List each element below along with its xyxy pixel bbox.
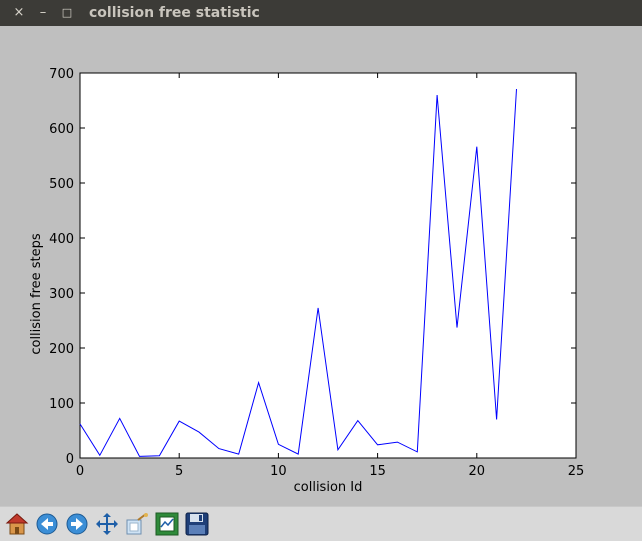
configure-subplots-icon [155,512,179,536]
x-tick-label: 25 [568,464,585,479]
x-tick-label: 5 [175,464,183,479]
y-tick-label: 400 [49,232,74,247]
home-button[interactable] [4,511,30,537]
forward-button[interactable] [64,511,90,537]
y-tick-label: 700 [49,67,74,82]
pan-button[interactable] [94,511,120,537]
axes-frame [80,73,576,458]
y-axis-label: collision free steps [29,233,44,355]
forward-arrow-icon [65,512,89,536]
minimize-button[interactable]: – [35,0,51,26]
x-tick-label: 15 [369,464,386,479]
y-tick-label: 0 [66,452,74,467]
x-tick-label: 20 [469,464,486,479]
zoom-button[interactable] [124,511,150,537]
y-tick-label: 200 [49,342,74,357]
save-floppy-icon [185,512,209,536]
maximize-button[interactable]: □ [59,0,75,26]
pan-move-icon [95,512,119,536]
window-titlebar: × – □ collision free statistic [0,0,642,26]
back-button[interactable] [34,511,60,537]
x-tick-label: 10 [270,464,287,479]
y-tick-label: 100 [49,397,74,412]
home-icon [5,512,29,536]
close-button[interactable]: × [11,0,27,26]
x-axis-label: collision Id [294,480,363,495]
configure-subplots-button[interactable] [154,511,180,537]
save-button[interactable] [184,511,210,537]
zoom-rect-icon [124,512,150,536]
y-tick-label: 500 [49,177,74,192]
back-arrow-icon [35,512,59,536]
y-tick-label: 600 [49,122,74,137]
line-chart: 0 5 10 15 20 25 0 100 200 300 400 500 600 700 collis… [0,26,642,506]
navigation-toolbar [0,506,642,541]
window-title: collision free statistic [89,0,260,26]
x-tick-label: 0 [76,464,84,479]
y-tick-label: 300 [49,287,74,302]
